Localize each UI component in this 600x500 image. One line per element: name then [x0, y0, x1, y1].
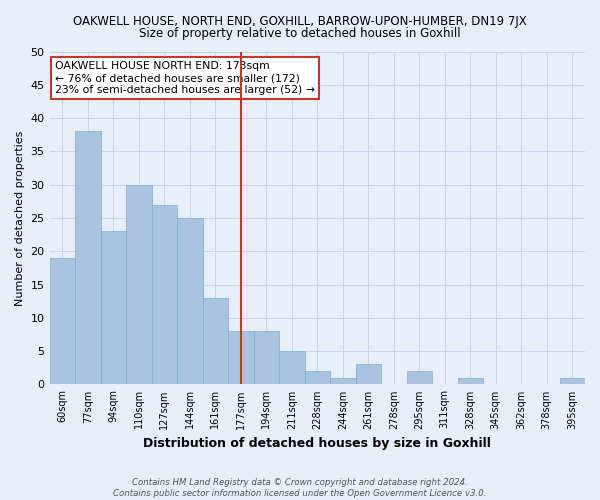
- Text: Contains HM Land Registry data © Crown copyright and database right 2024.
Contai: Contains HM Land Registry data © Crown c…: [113, 478, 487, 498]
- Bar: [177, 218, 203, 384]
- Bar: [458, 378, 483, 384]
- Bar: [305, 371, 330, 384]
- Bar: [560, 378, 585, 384]
- Bar: [152, 204, 177, 384]
- Bar: [330, 378, 356, 384]
- Bar: [50, 258, 75, 384]
- Bar: [203, 298, 228, 384]
- Bar: [279, 351, 305, 384]
- Bar: [126, 184, 152, 384]
- Text: OAKWELL HOUSE, NORTH END, GOXHILL, BARROW-UPON-HUMBER, DN19 7JX: OAKWELL HOUSE, NORTH END, GOXHILL, BARRO…: [73, 15, 527, 28]
- Y-axis label: Number of detached properties: Number of detached properties: [15, 130, 25, 306]
- X-axis label: Distribution of detached houses by size in Goxhill: Distribution of detached houses by size …: [143, 437, 491, 450]
- Bar: [254, 331, 279, 384]
- Text: Size of property relative to detached houses in Goxhill: Size of property relative to detached ho…: [139, 28, 461, 40]
- Bar: [356, 364, 381, 384]
- Bar: [228, 331, 254, 384]
- Bar: [407, 371, 432, 384]
- Bar: [75, 132, 101, 384]
- Text: OAKWELL HOUSE NORTH END: 173sqm
← 76% of detached houses are smaller (172)
23% o: OAKWELL HOUSE NORTH END: 173sqm ← 76% of…: [55, 62, 315, 94]
- Bar: [101, 232, 126, 384]
